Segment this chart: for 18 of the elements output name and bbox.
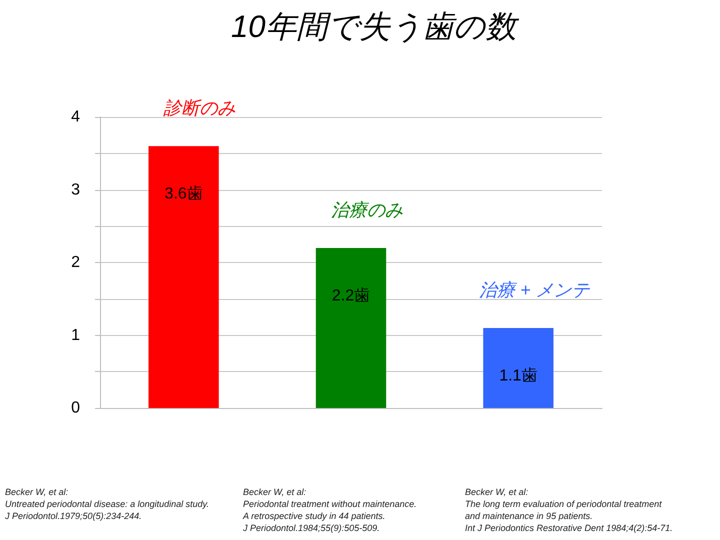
bar bbox=[316, 248, 386, 408]
bar bbox=[483, 328, 554, 408]
x-tick-label: 治療のみ bbox=[331, 200, 403, 220]
y-tick-label: 3 bbox=[71, 181, 80, 198]
text: Becker W, et al: Periodontal treatment without maintenance. A retrospective study in 44 patients. J Periodontol.1984;55(9):505-509. bbox=[242, 487, 417, 533]
chart-title: 10年間で失う歯の数 bbox=[231, 9, 520, 44]
data-label: 1.1歯 bbox=[499, 366, 538, 384]
x-tick-label: 診断のみ bbox=[162, 98, 236, 118]
y-tick-label: 4 bbox=[71, 108, 80, 126]
y-tick-label: 1 bbox=[71, 326, 80, 344]
bar bbox=[148, 146, 219, 408]
text: Becker W, et al: The long term evaluation of periodontal treatment and maintenance in 95 patients. Int J Periodontics Restorative Dent 1984;4(2):54-71. bbox=[465, 487, 673, 533]
data-label: 3.6歯 bbox=[164, 184, 203, 203]
x-tick-label: 治療 + メンテ bbox=[479, 280, 591, 300]
text: Becker W, et al: Untreated periodontal disease: a longitudinal study. J Periodontol.1979;50(5):234-244. bbox=[4, 487, 209, 521]
y-tick-label: 2 bbox=[71, 254, 80, 271]
y-tick-label: 0 bbox=[71, 400, 80, 416]
data-label: 2.2歯 bbox=[332, 286, 370, 304]
